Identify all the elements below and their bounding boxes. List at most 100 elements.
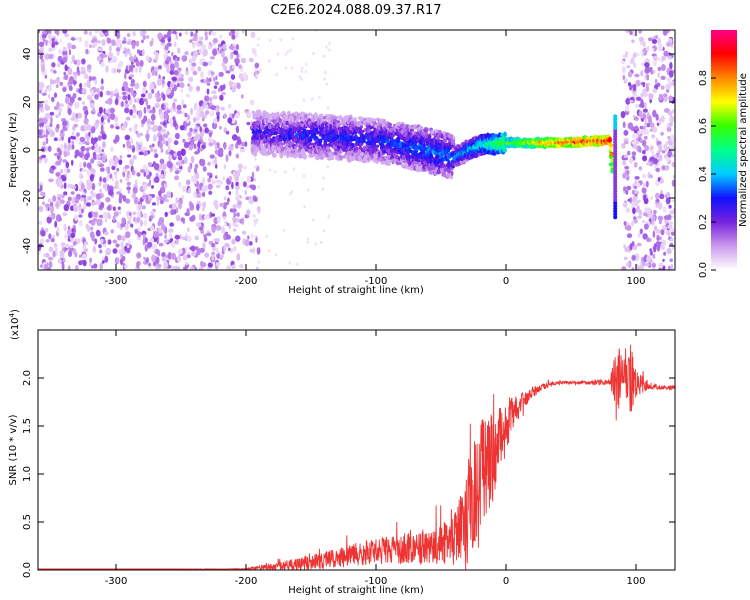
spectrogram-noise-cell [631, 254, 636, 261]
spectrogram-noise-cell [189, 203, 195, 211]
spectrogram-noise-cell [172, 203, 177, 210]
spectrogram-noise-cell [198, 36, 204, 41]
spectrogram-noise-cell [205, 110, 210, 115]
spectrogram-noise-cell [652, 253, 656, 259]
spectrogram-noise-cell [111, 177, 114, 182]
spectrogram-noise-cell [639, 138, 643, 144]
spectrogram-noise-cell [170, 209, 175, 216]
spectrogram-noise-cell [209, 97, 213, 103]
spectrogram-noise-cell [128, 174, 132, 178]
spectrogram-noise-cell [159, 199, 164, 205]
spectrogram-noise-cell [48, 47, 53, 52]
spectrogram-noise-cell [640, 62, 646, 66]
spectrogram-noise-cell [199, 266, 204, 270]
spectrogram-noise-cell [125, 65, 129, 69]
spectrogram-noise-cell [153, 148, 158, 154]
spectrogram-noise-cell [643, 182, 646, 189]
spectrogram-noise-cell [213, 85, 218, 89]
spectrogram-noise-cell [234, 223, 239, 228]
spectrogram-noise-cell [92, 245, 97, 253]
spectrogram-noise-cell [141, 230, 147, 236]
spectrogram-noise-cell [214, 149, 219, 155]
spectrogram-noise-cell [87, 196, 92, 201]
spectrogram-noise-cell [86, 79, 91, 88]
spectrogram-noise-cell [190, 31, 194, 37]
spectrogram-noise-cell [132, 92, 137, 97]
spectrogram-noise-cell [242, 72, 247, 79]
spectrogram-noise-cell [124, 72, 127, 80]
spectrogram-noise-cell [41, 34, 47, 39]
spectrogram-noise-cell [209, 56, 216, 60]
spectrogram-noise-cell [95, 193, 102, 200]
spectrogram-noise-cell [159, 158, 165, 164]
spectrogram-noise-cell [647, 82, 651, 87]
spectrogram-noise-cell [72, 248, 77, 255]
spectrogram-noise-cell [63, 74, 69, 81]
spectrogram-noise-cell [212, 48, 218, 56]
spectrogram-noise-cell [59, 133, 65, 137]
spectrogram-signal-cell [294, 145, 297, 149]
spectrogram-noise-cell [228, 31, 233, 36]
spectrogram-noise-cell [165, 140, 169, 147]
spectrogram-noise-cell [637, 232, 641, 238]
spectrogram-noise-cell [221, 91, 226, 96]
spectrogram-noise-cell [98, 106, 103, 114]
spectrogram-noise-cell [230, 74, 236, 80]
spectrogram-noise-cell [142, 233, 146, 240]
spectrogram-noise-cell [124, 86, 129, 92]
spectrogram-noise-cell [78, 113, 82, 119]
spectrogram-noise-cell [647, 211, 652, 219]
spectrogram-noise-cell [282, 228, 286, 232]
spectrogram-noise-cell [201, 144, 206, 150]
spectrogram-noise-cell [94, 211, 97, 218]
spectrogram-noise-cell [660, 75, 666, 80]
spectrogram-noise-cell [627, 71, 633, 78]
spectrogram-noise-cell [631, 241, 635, 247]
spectrogram-noise-cell [49, 111, 55, 116]
spectrogram-noise-cell [195, 124, 198, 130]
spectrogram-noise-cell [136, 216, 141, 223]
spectrogram-noise-cell [203, 101, 207, 107]
spectrogram-noise-cell [88, 211, 93, 219]
spectrogram-noise-cell [143, 219, 147, 227]
spectrogram-noise-cell [167, 137, 172, 144]
spectrogram-noise-cell [670, 263, 674, 270]
spectrogram-noise-cell [169, 149, 175, 156]
spectrogram-signal-cell [369, 125, 374, 130]
spectrogram-noise-cell [103, 108, 106, 114]
spectrogram-noise-cell [153, 134, 157, 142]
spectrogram-noise-cell [102, 141, 106, 149]
spectrogram-noise-cell [639, 125, 644, 130]
spectrogram-noise-cell [141, 194, 147, 200]
spectrogram-noise-cell [90, 177, 94, 182]
spectrogram-noise-cell [67, 42, 72, 50]
spectrogram-noise-cell [626, 185, 632, 191]
spectrogram-noise-cell [218, 71, 224, 77]
spectrogram-noise-cell [86, 135, 90, 144]
spectrogram-noise-cell [119, 43, 123, 50]
spectrogram-noise-cell [172, 30, 177, 35]
spectrogram-noise-cell [170, 82, 175, 89]
spectrogram-noise-cell [38, 117, 44, 124]
spectrogram-noise-cell [85, 202, 92, 207]
spectrogram-noise-cell [174, 132, 180, 140]
spectrogram-noise-cell [235, 195, 241, 202]
spectrogram-noise-cell [633, 216, 637, 220]
spectrogram-noise-cell [203, 185, 208, 192]
spectrogram-noise-cell [83, 197, 87, 205]
spectrogram-noise-cell [86, 182, 92, 190]
spectrogram-noise-cell [627, 82, 632, 87]
spectrogram-noise-cell [70, 136, 77, 140]
spectrogram-noise-cell [235, 218, 240, 223]
spectrogram-noise-cell [149, 83, 154, 91]
spectrogram-noise-cell [47, 127, 51, 132]
spectrogram-noise-cell [147, 241, 153, 248]
spectrogram-noise-cell [52, 195, 57, 203]
spectrogram-signal-cell [319, 114, 323, 119]
spectrogram-noise-cell [228, 103, 232, 110]
spectrogram-noise-cell [248, 241, 253, 246]
spectrogram-noise-cell [87, 64, 92, 70]
spectrogram-noise-cell [112, 248, 118, 254]
spectrogram-noise-cell [228, 45, 235, 50]
spectrogram-noise-cell [646, 46, 650, 52]
